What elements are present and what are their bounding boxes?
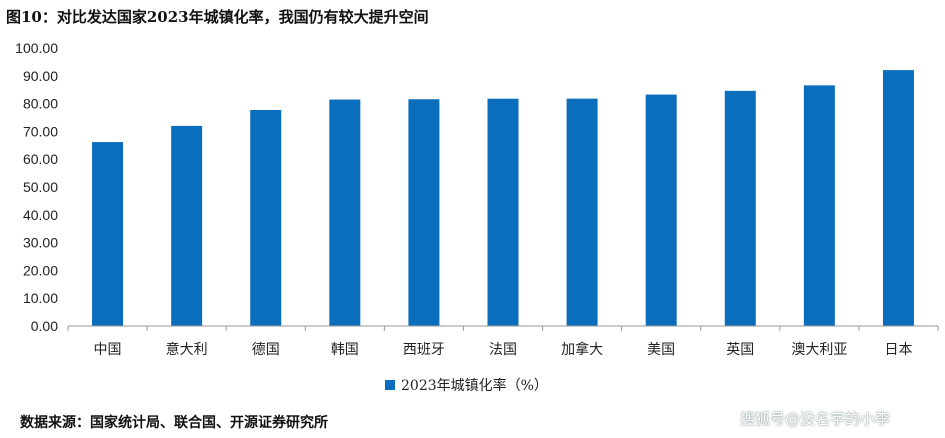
x-tick-label: 加拿大	[561, 341, 603, 358]
y-tick-label: 100.00	[15, 40, 58, 56]
legend-swatch	[385, 380, 395, 390]
y-tick-label: 80.00	[23, 96, 58, 112]
x-tick-label: 日本	[884, 342, 912, 358]
bar	[724, 90, 756, 326]
x-tick-label: 德国	[252, 342, 280, 358]
x-tick-label: 中国	[94, 342, 122, 358]
bar	[566, 98, 598, 326]
bar	[329, 99, 361, 326]
legend-label: 2023年城镇化率（%）	[401, 378, 548, 394]
y-tick-label: 30.00	[23, 235, 58, 251]
watermark: 搜狐号@没名字的小李	[740, 410, 891, 428]
x-tick-label: 意大利	[166, 341, 208, 358]
x-tick-label: 西班牙	[403, 342, 445, 358]
bar	[250, 109, 282, 326]
y-tick-label: 40.00	[23, 207, 58, 223]
x-tick-label: 澳大利亚	[791, 342, 847, 358]
y-tick-label: 70.00	[23, 123, 58, 139]
y-tick-label: 0.00	[31, 318, 58, 334]
x-axis-labels: 中国 意大利 德国 韩国 西班牙 法国 加拿大 美国 英国 澳大利亚 日本	[67, 326, 939, 358]
x-tick-label: 英国	[726, 341, 754, 358]
y-tick-label: 90.00	[23, 68, 58, 84]
x-tick-label: 法国	[489, 342, 517, 358]
bars	[92, 70, 914, 327]
x-tick-label: 美国	[647, 342, 675, 358]
y-tick-label: 10.00	[23, 290, 58, 306]
legend: 2023年城镇化率（%）	[385, 375, 548, 395]
source-note: 数据来源：国家统计局、联合国、开源证券研究所	[20, 415, 328, 431]
y-axis-ticks: 0.00 10.00 20.00 30.00 40.00 50.00 60.00 70.00 8…	[15, 40, 58, 334]
x-tick-label: 韩国	[331, 342, 359, 358]
bar	[882, 70, 914, 326]
bar	[803, 85, 835, 327]
bar	[408, 99, 440, 326]
figure-title: 图10：对比发达国家2023年城镇化率，我国仍有较大提升空间	[6, 8, 429, 26]
y-tick-label: 20.00	[23, 262, 58, 278]
y-tick-label: 60.00	[23, 151, 58, 167]
y-tick-label: 50.00	[23, 179, 58, 195]
bar	[171, 125, 203, 326]
bar	[487, 98, 519, 326]
bar	[645, 94, 677, 326]
bar	[92, 142, 124, 326]
